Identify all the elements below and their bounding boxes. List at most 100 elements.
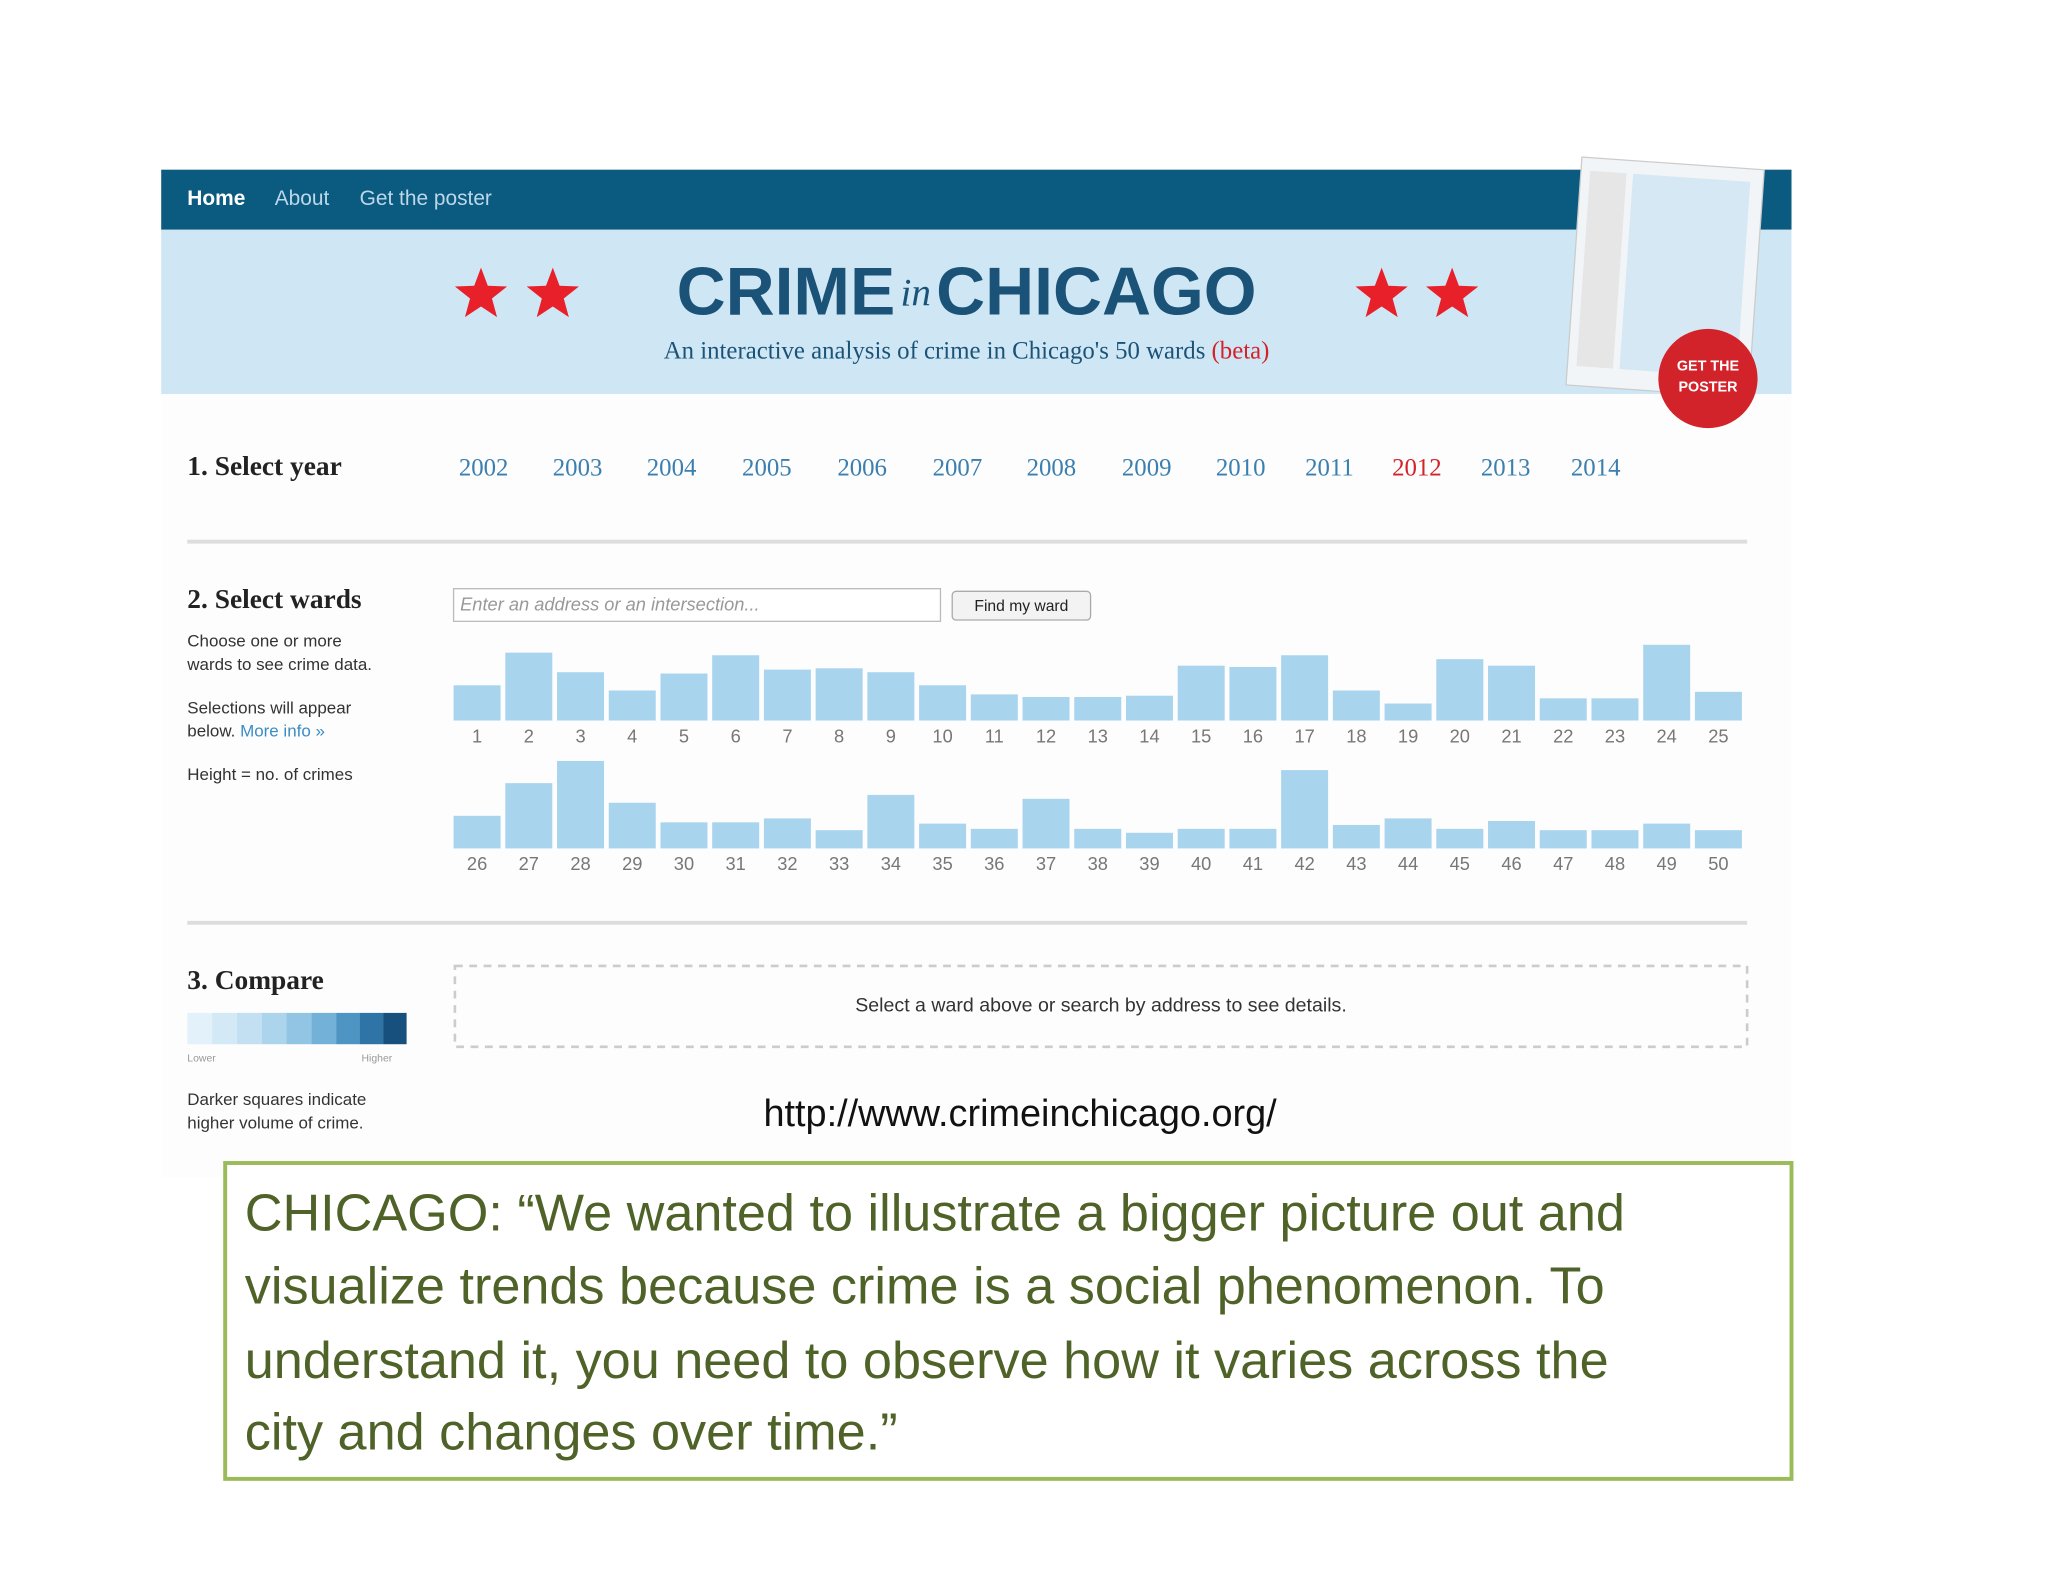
ward-bar[interactable] [1488,665,1536,721]
ward-bar[interactable] [1074,697,1122,721]
nav-link[interactable]: Home [187,187,245,210]
title-word: in [900,271,930,314]
ward-bar[interactable] [1591,698,1639,721]
year-link[interactable]: 2007 [933,455,983,482]
legend-swatch [383,1012,407,1045]
year-link[interactable]: 2014 [1571,455,1621,482]
ward-label: 27 [519,853,539,874]
ward-bar[interactable] [1229,666,1277,721]
ward-bar[interactable] [1177,665,1225,721]
badge-text[interactable]: GET THE [1677,359,1739,375]
ward-bar[interactable] [1332,824,1380,849]
ward-bar[interactable] [867,672,915,721]
ward-label: 3 [575,725,585,746]
legend-swatch [212,1012,237,1045]
ward-bar[interactable] [1125,695,1173,721]
ward-label: 26 [467,853,487,874]
ward-bar[interactable] [453,815,501,849]
ward-bar[interactable] [1488,821,1536,849]
nav-link[interactable]: Get the poster [360,187,492,210]
ward-bar[interactable] [712,822,760,849]
ward-bar[interactable] [608,802,656,849]
ward-bar[interactable] [1177,828,1225,849]
year-link[interactable]: 2002 [459,455,509,482]
ward-bar[interactable] [1022,798,1070,849]
year-link[interactable]: 2009 [1122,455,1172,482]
quote-line: visualize trends because crime is a soci… [245,1257,1605,1315]
ward-bar[interactable] [660,822,708,849]
ward-label: 14 [1139,725,1159,746]
year-link[interactable]: 2006 [837,455,887,482]
ward-bar[interactable] [557,672,605,721]
year-link[interactable]: 2012 [1392,455,1442,482]
ward-bar[interactable] [1436,828,1484,849]
nav-link[interactable]: About [275,187,330,210]
ward-bar[interactable] [1229,828,1277,849]
ward-bar[interactable] [1694,830,1742,849]
ward-label: 6 [731,725,741,746]
legend-swatch [336,1012,360,1045]
ward-bar[interactable] [763,818,811,849]
badge-text[interactable]: POSTER [1678,379,1738,395]
ward-bar[interactable] [557,760,605,849]
ward-label: 9 [886,725,896,746]
poster-badge[interactable] [1658,328,1758,429]
ward-label: 5 [679,725,689,746]
ward-label: 16 [1243,725,1263,746]
quote-box [223,1161,1794,1481]
ward-bar[interactable] [1332,690,1380,721]
ward-label: 23 [1605,725,1625,746]
ward-bar[interactable] [1643,644,1691,721]
ward-bar[interactable] [1384,818,1432,849]
ward-bar[interactable] [970,828,1018,849]
ward-bar[interactable] [1694,691,1742,721]
ward-bar[interactable] [1384,703,1432,721]
ward-bar[interactable] [919,823,967,849]
input-placeholder[interactable]: Enter an address or an intersection... [460,593,760,614]
star [1426,267,1479,318]
ward-bar[interactable] [1591,830,1639,849]
ward-bar[interactable] [1022,697,1070,721]
ward-bar[interactable] [712,655,760,721]
ward-bar[interactable] [970,694,1018,721]
ward-bar[interactable] [763,669,811,721]
year-link[interactable]: 2010 [1216,455,1266,482]
ward-bar[interactable] [867,794,915,849]
year-link[interactable]: 2008 [1027,455,1077,482]
year-link[interactable]: 2004 [647,455,697,482]
find-button[interactable] [951,590,1092,621]
ward-bar[interactable] [1281,770,1329,849]
more-info-link[interactable]: More info » [240,722,325,741]
address-input[interactable] [452,588,942,622]
help-text: Darker squares indicate [187,1090,366,1109]
ward-bar[interactable] [660,673,708,721]
ward-bar[interactable] [815,668,863,721]
ward-label: 29 [622,853,642,874]
ward-bar[interactable] [1539,830,1587,849]
star [1355,267,1408,318]
year-link[interactable]: 2011 [1305,455,1354,482]
site-body [161,394,1792,1178]
ward-label: 18 [1346,725,1366,746]
ward-bar[interactable] [1643,823,1691,849]
ward-bar[interactable] [815,830,863,849]
year-link[interactable]: 2003 [553,455,603,482]
year-link[interactable]: 2013 [1481,455,1531,482]
ward-label: 31 [726,853,746,874]
ward-bar[interactable] [505,783,553,849]
ward-label: 33 [829,853,849,874]
ward-bar[interactable] [1281,655,1329,721]
ward-bar[interactable] [919,685,967,721]
ward-bar[interactable] [1436,659,1484,721]
ward-label: 42 [1294,853,1314,874]
button-label[interactable]: Find my ward [974,598,1068,615]
ward-bar[interactable] [1125,832,1173,849]
ward-bar[interactable] [1074,828,1122,849]
section-heading: 3. Compare [187,965,324,995]
ward-bar[interactable] [1539,698,1587,721]
ward-bar[interactable] [608,690,656,721]
ward-bar[interactable] [505,652,553,721]
header-band [161,229,1792,395]
year-link[interactable]: 2005 [742,455,792,482]
ward-bar[interactable] [453,685,501,721]
